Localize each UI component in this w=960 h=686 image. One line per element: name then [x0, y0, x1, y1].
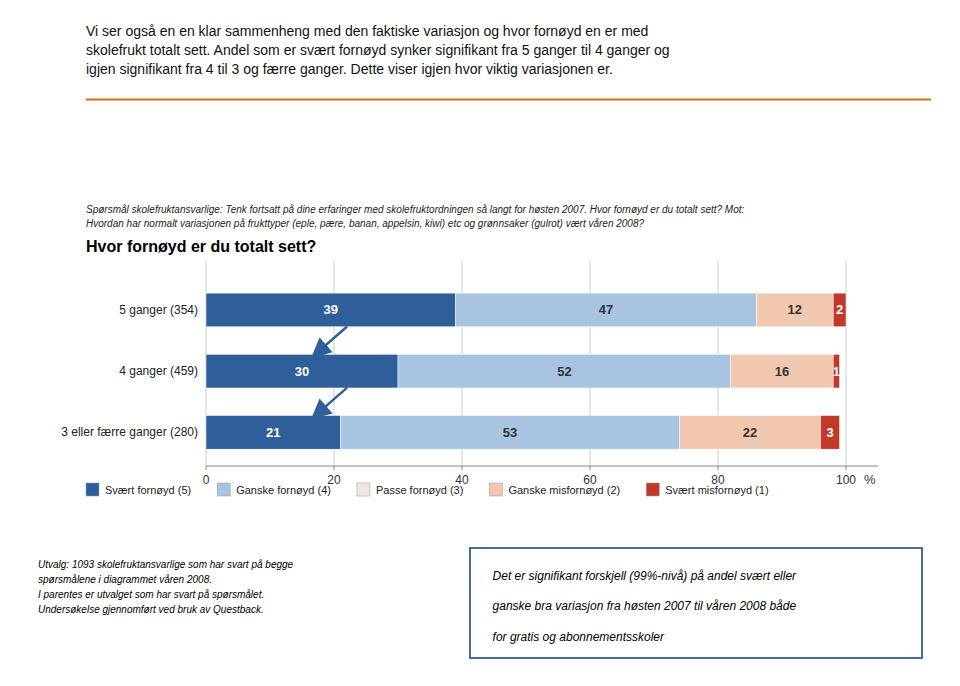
- legend-swatch: [357, 483, 370, 496]
- x-tick: [462, 466, 463, 470]
- page: {"chart_data": { "type": "bar", "orienta…: [0, 0, 960, 686]
- data-label: 3: [826, 425, 833, 440]
- bar-segment: [680, 416, 821, 450]
- bar-segment: [820, 416, 839, 450]
- chart: Vi ser også en en klar sammenheng med de…: [0, 0, 960, 686]
- x-axis: [206, 466, 878, 467]
- data-labels: 39 47 12 2 30 52 16 1 21 53 22 3: [266, 302, 843, 439]
- bar-segment: [756, 293, 833, 327]
- x-tick: [590, 466, 591, 470]
- legend-label: Svært fornøyd (5): [105, 484, 191, 496]
- category-label: 3 eller færre ganger (280): [61, 425, 198, 439]
- bar-segment: [731, 354, 833, 388]
- data-label: 2: [836, 302, 843, 317]
- footnote: Undersøkelse gjennomført ved bruk av Que…: [38, 604, 264, 615]
- data-label: 30: [295, 364, 309, 379]
- box-note: for gratis og abonnementsskoler: [493, 630, 665, 644]
- data-label: 39: [324, 302, 338, 317]
- bars: [206, 293, 846, 449]
- data-label: 47: [599, 302, 613, 317]
- legend-swatch: [86, 483, 99, 496]
- footnote: I parentes er utvalget som har svart på …: [38, 589, 264, 600]
- bar-segment: [206, 293, 456, 327]
- footnote: Utvalg: 1093 skolefruktansvarlige som ha…: [38, 559, 294, 570]
- header-text: igjen signifikant fra 4 til 3 og færre g…: [86, 61, 613, 77]
- data-label: 52: [557, 364, 571, 379]
- bar-segment: [206, 416, 340, 450]
- trend-arrow: [315, 326, 347, 354]
- legend: Svært fornøyd (5) Ganske fornøyd (4) Passe…: [86, 483, 769, 496]
- legend-swatch: [646, 483, 659, 496]
- bar-segment: [206, 354, 398, 388]
- box-note: ganske bra variasjon fra høsten 2007 til…: [493, 599, 797, 613]
- note-box: [470, 548, 922, 658]
- data-label: 21: [266, 425, 280, 440]
- subtitle: Hvordan har normalt variasjonen på frukt…: [86, 218, 644, 229]
- box-note: Det er signifikant forskjell (99%-nivå) …: [493, 569, 797, 583]
- header-text: Vi ser også en en klar sammenheng med de…: [86, 23, 648, 39]
- x-tick: [206, 466, 207, 470]
- legend-label: Ganske misfornøyd (2): [508, 484, 620, 496]
- legend-swatch: [489, 483, 502, 496]
- x-tick-label: 100: [836, 473, 856, 487]
- subtitle: Spørsmål skolefruktansvarlige: Tenk fort…: [86, 204, 745, 215]
- x-axis-label: %: [864, 472, 876, 487]
- legend-label: Ganske fornøyd (4): [236, 484, 331, 496]
- bar-segment: [398, 354, 731, 388]
- header-text: skolefrukt totalt sett. Andel som er svæ…: [86, 42, 670, 58]
- bar-segment: [456, 293, 757, 327]
- grid-line: [846, 261, 847, 466]
- legend-label: Svært misfornøyd (1): [665, 484, 768, 496]
- title: Hvor fornøyd er du totalt sett?: [86, 238, 316, 255]
- category-label: 5 ganger (354): [119, 303, 198, 317]
- data-label: 22: [743, 425, 757, 440]
- x-tick: [334, 466, 335, 470]
- bar-segment: [340, 416, 679, 450]
- footnote: spørsmålene i diagrammet våren 2008.: [38, 574, 212, 585]
- category-label: 4 ganger (459): [119, 364, 198, 378]
- header-rule: [86, 99, 931, 101]
- legend-label: Passe fornøyd (3): [376, 484, 463, 496]
- x-tick-label: 0: [203, 473, 210, 487]
- legend-swatch: [217, 483, 230, 496]
- bar-segment: [833, 354, 839, 388]
- data-label: 1: [833, 364, 840, 379]
- trend-arrow: [315, 388, 347, 416]
- x-tick: [846, 466, 847, 470]
- data-label: 53: [503, 425, 517, 440]
- x-tick: [718, 466, 719, 470]
- data-label: 16: [775, 364, 789, 379]
- bar-segment: [833, 293, 846, 327]
- data-label: 12: [788, 302, 802, 317]
- grid: [206, 261, 846, 466]
